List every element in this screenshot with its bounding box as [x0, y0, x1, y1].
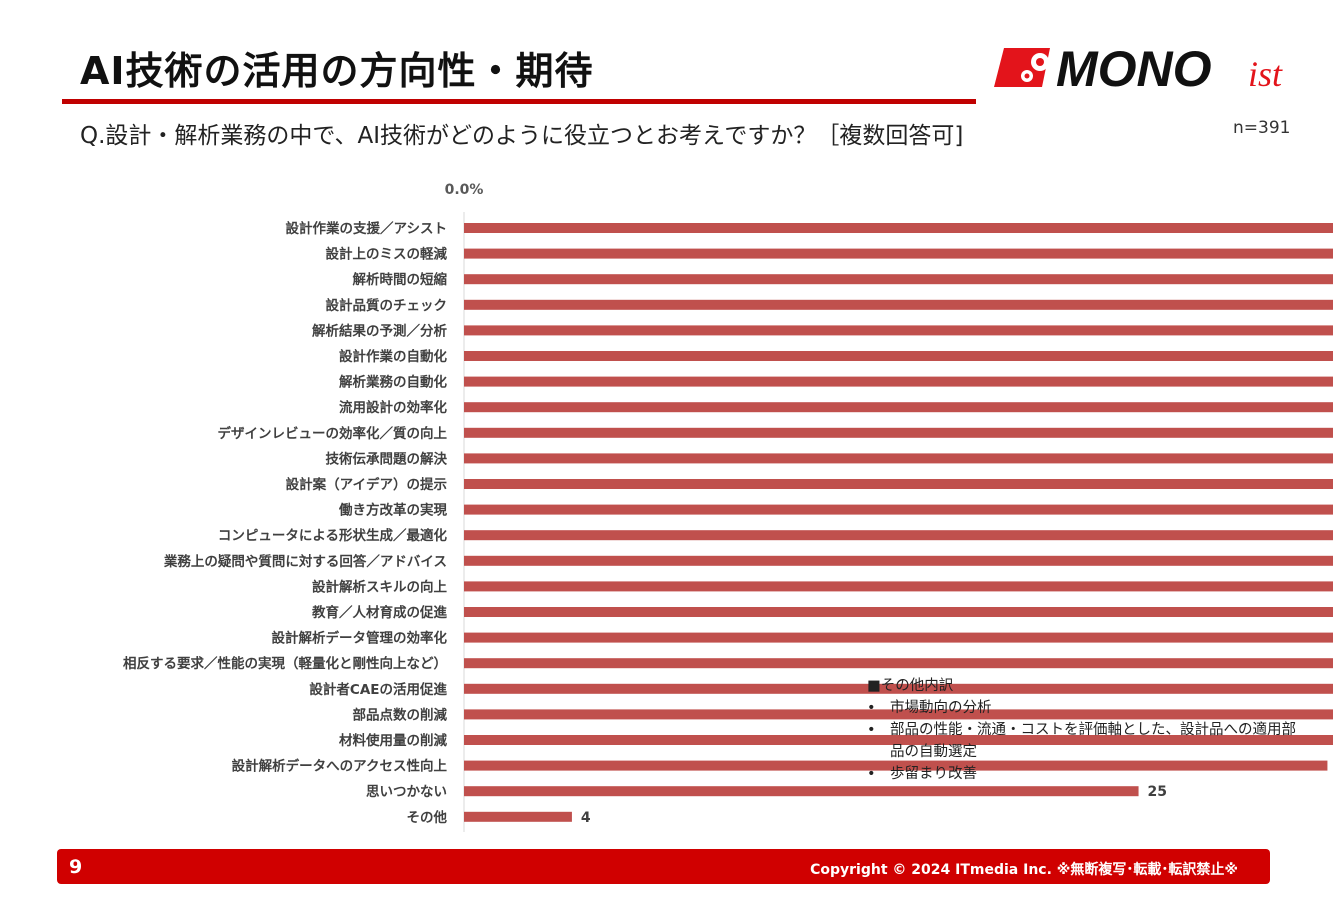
bar: [464, 402, 1333, 413]
category-label: その他: [407, 809, 448, 826]
bar: [464, 811, 572, 822]
category-label: 設計上のミスの軽減: [326, 246, 448, 263]
bar: [464, 325, 1333, 336]
category-label: 業務上の疑問や質問に対する回答／アドバイス: [163, 553, 447, 570]
bar: [464, 223, 1333, 233]
copyright: Copyright © 2024 ITmedia Inc. ※無断複写･転載･転…: [810, 862, 1238, 878]
page-title: AI技術の活用の方向性・期待: [80, 49, 594, 93]
data-label: 25: [1148, 784, 1167, 800]
category-label: 設計者CAEの活用促進: [309, 681, 447, 698]
svg-text:MONO: MONO: [1056, 41, 1212, 95]
bar: [464, 658, 1333, 669]
footer-bar: 9 Copyright © 2024 ITmedia Inc. ※無断複写･転載…: [57, 849, 1270, 884]
bar: [464, 376, 1333, 387]
bar: [464, 581, 1333, 592]
bar: [464, 607, 1333, 617]
category-label: 設計解析データへのアクセス性向上: [232, 758, 448, 775]
category-label: コンピュータによる形状生成／最適化: [218, 527, 448, 544]
category-label: 材料使用量の削減: [339, 732, 447, 749]
category-label: 設計解析スキルの向上: [312, 578, 447, 595]
sample-size: n=391: [1233, 118, 1291, 138]
category-label: 設計品質のチェック: [326, 297, 448, 314]
bar: [464, 479, 1333, 489]
bar: [464, 274, 1333, 285]
category-label: 設計作業の支援／アシスト: [286, 220, 447, 237]
svg-text:ist: ist: [1248, 54, 1283, 94]
bar: [464, 555, 1333, 566]
data-label: 4: [581, 810, 591, 826]
category-label: 技術伝承問題の解決: [326, 450, 448, 467]
bar: [464, 504, 1333, 515]
category-label: 流用設計の効率化: [339, 399, 447, 416]
category-label: 思いつかない: [366, 784, 447, 800]
note-item: 部品の性能・流通・コストを評価軸とした、設計品への適用部品の自動選定: [867, 719, 1310, 763]
note-item: 歩留まり改善: [867, 763, 1310, 785]
category-label: 解析時間の短縮: [353, 271, 448, 288]
category-label: 解析結果の予測／分析: [312, 322, 447, 339]
bar: [464, 248, 1333, 259]
category-label: 部品点数の削減: [353, 706, 448, 723]
category-label: 設計案（アイデア）の提示: [286, 476, 447, 493]
category-label: 教育／人材育成の促進: [312, 604, 447, 621]
category-label: 設計解析データ管理の効率化: [272, 630, 448, 647]
x-tick-label: 0.0%: [445, 182, 484, 198]
bar: [464, 453, 1333, 464]
note-item: 市場動向の分析: [867, 697, 1310, 719]
bar: [464, 530, 1333, 541]
bar: [464, 683, 1333, 694]
category-label: 解析業務の自動化: [339, 374, 447, 391]
category-label: 相反する要求／性能の実現（軽量化と剛性向上など）: [123, 655, 447, 672]
bar: [464, 351, 1333, 361]
category-label: 設計作業の自動化: [339, 348, 447, 365]
bar: [464, 632, 1333, 643]
category-label: 働き方改革の実現: [338, 502, 447, 519]
note-heading: ■その他内訳: [867, 678, 954, 694]
bar: [464, 299, 1333, 310]
title-underline: [62, 99, 976, 104]
bar: [464, 786, 1139, 797]
survey-question: Q.設計・解析業務の中で、AI技術がどのように役立つとお考えですか？［複数回答可…: [80, 123, 964, 149]
category-label: デザインレビューの効率化／質の向上: [218, 425, 448, 442]
monoist-logo: MONO ist: [994, 41, 1283, 95]
page-number: 9: [69, 856, 83, 878]
other-breakdown-note: ■その他内訳 市場動向の分析 部品の性能・流通・コストを評価軸とした、設計品への…: [867, 675, 1310, 785]
bar: [464, 427, 1333, 438]
